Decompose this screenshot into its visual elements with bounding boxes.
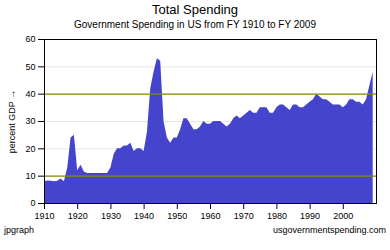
- html-text:Total Spending: Total Spending: [152, 2, 238, 17]
- svg-text:percent GDP →: percent GDP →: [7, 90, 17, 153]
- svg-text:40: 40: [25, 89, 35, 99]
- html-text:Government Spending in US from: Government Spending in US from FY 1910 t…: [74, 19, 316, 30]
- svg-text:2000: 2000: [333, 211, 353, 221]
- svg-text:20: 20: [25, 144, 35, 154]
- svg-text:1980: 1980: [267, 211, 287, 221]
- svg-text:0: 0: [30, 198, 35, 208]
- svg-text:10: 10: [25, 171, 35, 181]
- svg-text:1910: 1910: [34, 211, 54, 221]
- svg-text:30: 30: [25, 116, 35, 126]
- svg-text:1950: 1950: [167, 211, 187, 221]
- html-text:usgovernmentspending.com: usgovernmentspending.com: [272, 225, 386, 235]
- svg-text:1990: 1990: [300, 211, 320, 221]
- svg-text:50: 50: [25, 62, 35, 72]
- svg-text:1940: 1940: [134, 211, 154, 221]
- svg-text:1970: 1970: [234, 211, 254, 221]
- svg-text:1960: 1960: [200, 211, 220, 221]
- svg-text:1930: 1930: [101, 211, 121, 221]
- svg-text:1920: 1920: [68, 211, 88, 221]
- html-text:jpgraph: jpgraph: [4, 225, 34, 235]
- svg-text:60: 60: [25, 34, 35, 44]
